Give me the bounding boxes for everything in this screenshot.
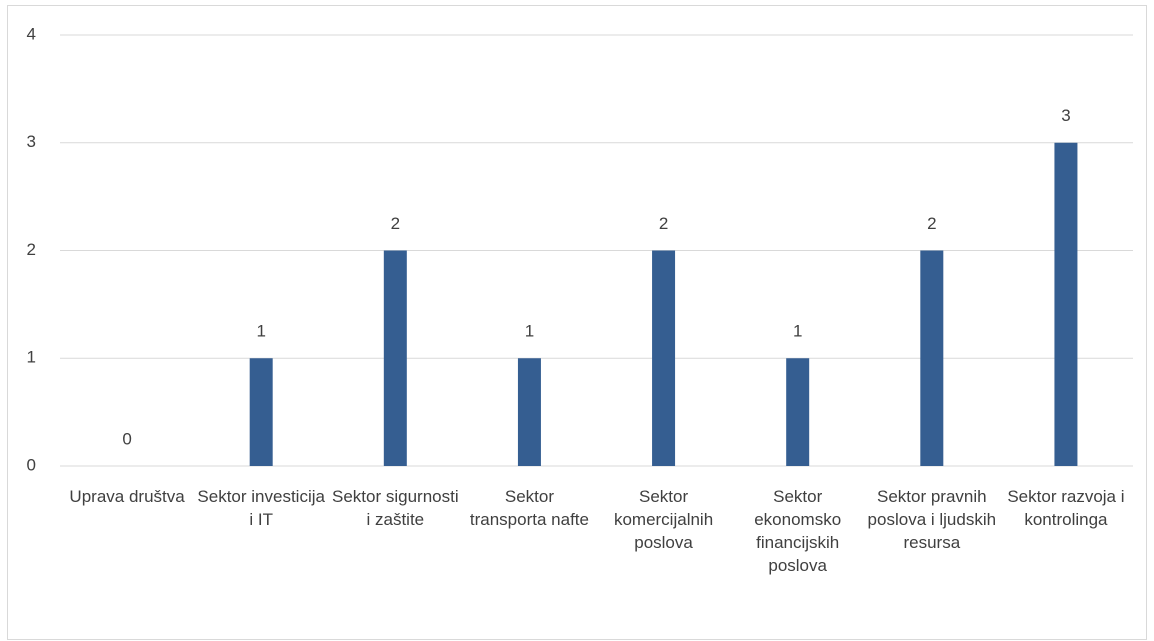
y-tick-label: 0	[27, 455, 36, 474]
y-tick-label: 1	[27, 348, 36, 367]
data-label: 3	[1061, 106, 1070, 125]
x-tick-label: Sektor transporta nafte	[469, 487, 589, 529]
data-label: 0	[122, 429, 131, 448]
data-label: 1	[793, 322, 802, 341]
data-label: 2	[927, 214, 936, 233]
bar	[517, 358, 541, 466]
y-tick-label: 3	[27, 132, 36, 151]
data-label: 1	[256, 322, 265, 341]
y-tick-label: 2	[27, 240, 36, 259]
data-label: 2	[659, 214, 668, 233]
bar	[1054, 142, 1078, 466]
x-tick-label: Sektor razvoja i kontrolinga	[1007, 487, 1125, 529]
data-label: 1	[525, 322, 534, 341]
x-tick-label: Sektor pravnih poslova i ljudskih resurs…	[867, 487, 997, 552]
x-tick-label: Sektor sigurnosti i zaštite	[332, 487, 459, 529]
bar	[786, 358, 810, 466]
bar	[383, 250, 407, 466]
bar	[652, 250, 676, 466]
bar	[920, 250, 944, 466]
y-tick-label: 4	[27, 24, 36, 43]
x-tick-label: Sektor investicija i IT	[197, 487, 325, 529]
x-tick-label: Uprava društva	[69, 487, 185, 506]
chart-border	[7, 5, 1147, 640]
x-tick-label: Sektor ekonomsko financijskih poslova	[754, 487, 842, 575]
data-label: 2	[391, 214, 400, 233]
bar	[249, 358, 273, 466]
x-tick-label: Sektor komercijalnih poslova	[613, 487, 714, 552]
